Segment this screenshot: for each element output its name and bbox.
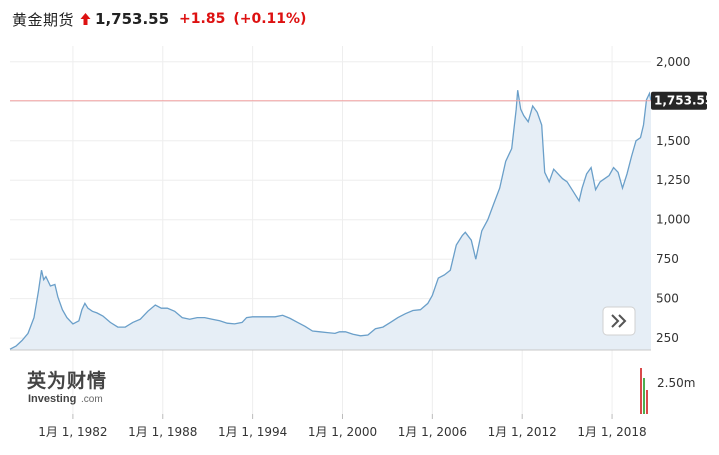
watermark-domain: .com (81, 394, 103, 405)
investing-watermark: 英为财情 Investing .com (27, 369, 107, 405)
y-tick-label: 1,500 (656, 134, 690, 148)
current-price-label: 1,753.55 (654, 94, 713, 108)
x-tick-label: 1月 1, 1994 (218, 425, 287, 439)
volume-bar (643, 378, 645, 414)
volume-bar (646, 390, 648, 414)
x-axis: 1月 1, 1982 1月 1, 1988 1月 1, 1994 1月 1, 2000… (38, 414, 647, 439)
y-tick-label: 750 (656, 252, 679, 266)
y-tick-label: 1,250 (656, 173, 690, 187)
x-tick-label: 1月 1, 1982 (38, 425, 107, 439)
last-price: 1,753.55 (95, 10, 170, 28)
price-area (10, 90, 651, 350)
x-tick-label: 1月 1, 2000 (308, 425, 377, 439)
gold-futures-chart[interactable]: 1,753.55 250 500 750 1,000 1,250 1,500 2,000 2… (0, 38, 719, 455)
x-tick-label: 1月 1, 1988 (128, 425, 197, 439)
y-tick-label: 2,000 (656, 55, 690, 69)
y-tick-label: 500 (656, 292, 679, 306)
volume-bar (640, 368, 642, 414)
y-axis: 250 500 750 1,000 1,250 1,500 2,000 (656, 55, 690, 345)
y-tick-label: 250 (656, 331, 679, 345)
instrument-title: 黄金期货 (12, 10, 75, 29)
price-change-percent: (+0.11%) (233, 11, 307, 27)
quote-header: 黄金期货 1,753.55 +1.85 (+0.11%) (0, 0, 719, 38)
x-tick-label: 1月 1, 2018 (577, 425, 646, 439)
up-arrow-icon (80, 13, 91, 25)
scroll-forward-button[interactable] (602, 306, 636, 336)
price-line (9, 90, 652, 350)
x-tick-label: 1月 1, 2006 (398, 425, 467, 439)
watermark-cn: 英为财情 (27, 369, 107, 392)
y-tick-label: 1,000 (656, 213, 690, 227)
volume-tick-label: 2.50m (657, 376, 695, 390)
x-tick-label: 1月 1, 2012 (488, 425, 557, 439)
double-chevron-right-icon (611, 314, 627, 328)
price-change: +1.85 (179, 11, 226, 27)
volume-pane: 2.50m (640, 368, 695, 414)
watermark-en: Investing (28, 393, 76, 405)
current-price-tag: 1,753.55 (651, 91, 713, 110)
